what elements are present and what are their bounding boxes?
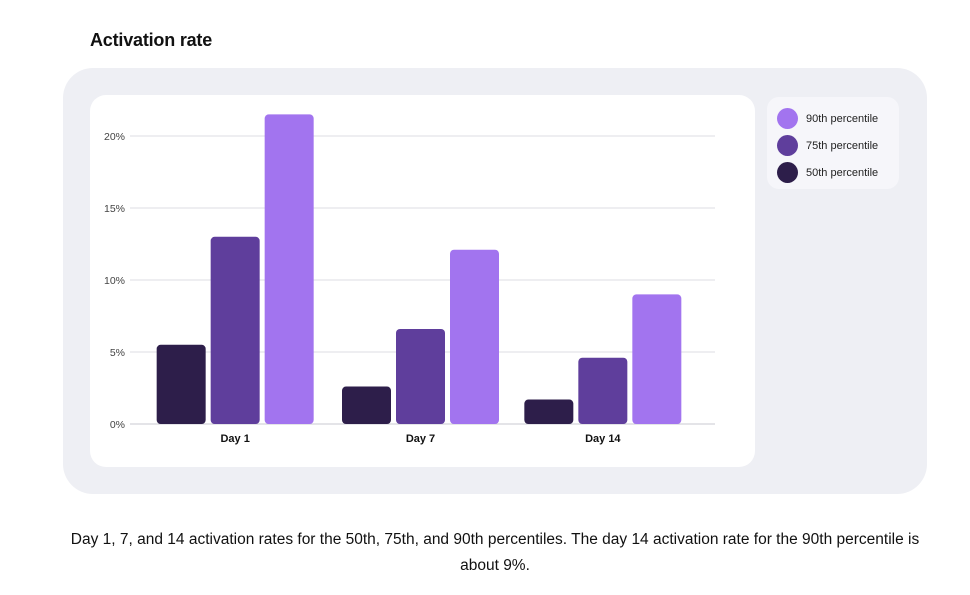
chart-title: Activation rate bbox=[90, 30, 213, 50]
chart-caption: Day 1, 7, and 14 activation rates for th… bbox=[70, 531, 920, 574]
legend: 90th percentile 75th percentile 50th per… bbox=[767, 97, 899, 189]
legend-swatch-50th bbox=[777, 162, 798, 183]
legend-item-50th: 50th percentile bbox=[767, 159, 899, 186]
legend-swatch-90th bbox=[777, 108, 798, 129]
legend-swatch-75th bbox=[777, 135, 798, 156]
legend-label-90th: 90th percentile bbox=[806, 112, 879, 125]
legend-label-50th: 50th percentile bbox=[806, 166, 879, 179]
legend-item-75th: 75th percentile bbox=[767, 132, 899, 159]
chart-card bbox=[90, 95, 755, 467]
legend-label-75th: 75th percentile bbox=[806, 139, 879, 152]
legend-item-90th: 90th percentile bbox=[767, 105, 899, 132]
